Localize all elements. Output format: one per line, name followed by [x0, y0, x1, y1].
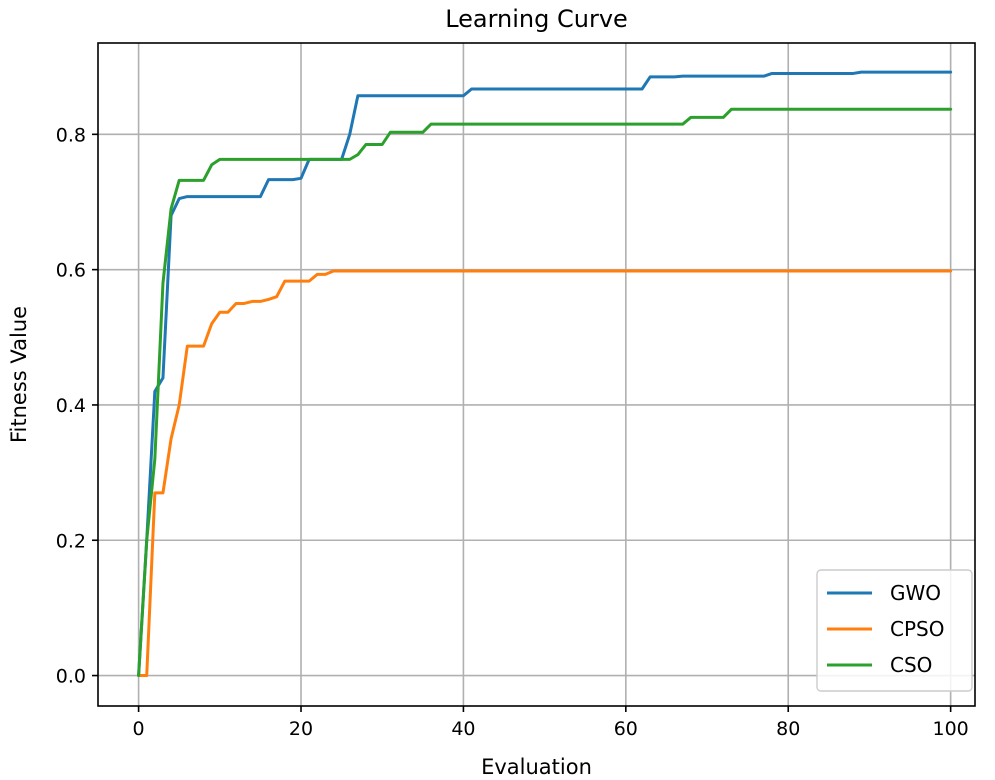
- legend: GWO CPSO CSO: [816, 569, 973, 692]
- y-tick-label: 0.6: [56, 260, 86, 282]
- x-tick-label: 20: [289, 718, 313, 740]
- legend-label-gwo: GWO: [890, 581, 941, 605]
- x-tick-label: 80: [776, 718, 800, 740]
- legend-label-cpso: CPSO: [890, 617, 944, 641]
- y-tick-label: 0.2: [56, 530, 86, 552]
- legend-box: [816, 569, 973, 692]
- chart-title: Learning Curve: [445, 5, 628, 33]
- plot-frame: [97, 42, 976, 707]
- series-lines: [137, 70, 953, 678]
- x-tick-label: 40: [451, 718, 475, 740]
- y-tick-label: 0.8: [56, 124, 86, 146]
- y-tick-label: 0.4: [56, 395, 86, 417]
- x-tick-label: 60: [614, 718, 638, 740]
- series-line-gwo: [137, 70, 953, 678]
- y-axis-title: Fitness Value: [7, 306, 31, 443]
- series-line-cpso: [137, 269, 953, 678]
- x-tick-label: 100: [933, 718, 969, 740]
- legend-label-cso: CSO: [890, 653, 932, 677]
- series-line-cso: [137, 107, 953, 678]
- axis-ticks: 0 20 40 60 80 100 0.0 0.2 0.4 0.6 0.8: [56, 124, 969, 740]
- x-tick-label: 0: [133, 718, 145, 740]
- y-tick-label: 0.0: [56, 666, 86, 688]
- x-axis-title: Evaluation: [481, 755, 592, 779]
